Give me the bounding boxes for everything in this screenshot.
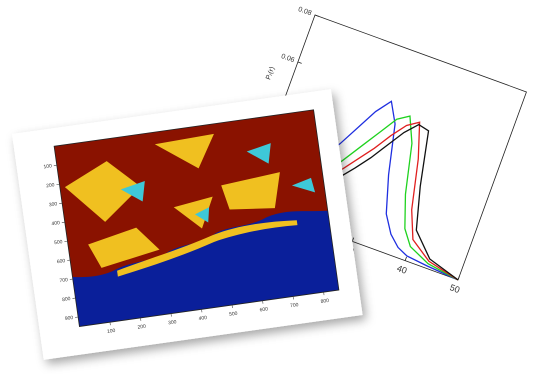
y-tick-label: 900	[65, 315, 74, 322]
y-tick-label: 700	[59, 277, 68, 284]
x-tick-label: 50	[448, 282, 461, 295]
x-tick-label: 500	[229, 311, 238, 318]
x-tick	[404, 256, 407, 261]
y-tick	[314, 14, 319, 17]
x-tick	[351, 237, 355, 242]
map-frame	[53, 109, 340, 327]
y-tick-label: 400	[51, 220, 60, 227]
y-tick-label: 0.08	[297, 6, 312, 17]
x-tick-label: 200	[137, 324, 146, 331]
y-tick-label: 600	[57, 258, 66, 265]
x-tick-label: 300	[168, 319, 177, 326]
y-tick-label: 200	[46, 182, 55, 189]
y-axis-label: Pᵣ(r)	[265, 66, 276, 81]
y-tick-label: 100	[43, 163, 52, 170]
y-tick-label: 0.06	[280, 53, 295, 64]
x-tick-label: 100	[107, 328, 116, 335]
classified-map	[54, 109, 339, 327]
map-card: 100 200 300 400 500 600 700 800 900 100 200 300 400 5…	[12, 89, 363, 360]
x-tick-label: 40	[396, 263, 409, 276]
y-tick-label: 300	[49, 201, 58, 208]
x-tick-label: 400	[198, 315, 207, 322]
y-tick	[297, 61, 302, 64]
y-tick-label: 800	[62, 296, 71, 303]
x-tick-label: 800	[320, 298, 329, 305]
y-tick-label: 500	[54, 239, 63, 246]
x-tick-label: 600	[259, 306, 268, 313]
x-tick-label: 700	[290, 302, 299, 309]
